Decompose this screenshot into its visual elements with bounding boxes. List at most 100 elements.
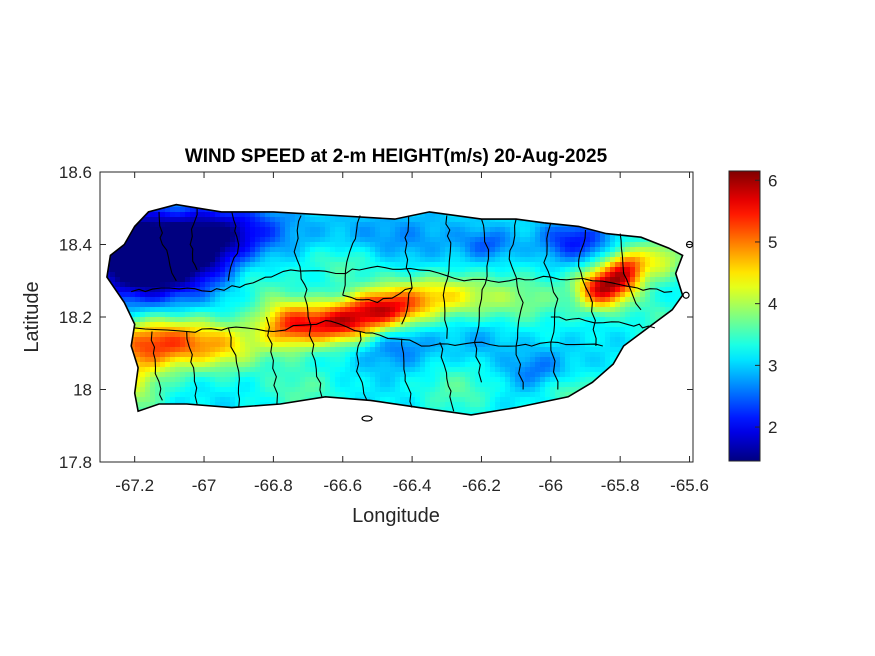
heatmap-cell [230, 272, 236, 278]
heatmap-cell [340, 272, 346, 278]
heatmap-cell [220, 397, 226, 403]
heatmap-cell [215, 262, 221, 268]
heatmap-cell [480, 317, 486, 323]
heatmap-cell [175, 327, 181, 333]
heatmap-cell [335, 297, 341, 303]
heatmap-cell [625, 257, 631, 263]
heatmap-cell [285, 272, 291, 278]
heatmap-cell [370, 357, 376, 363]
heatmap-cell [425, 347, 431, 353]
heatmap-cell [530, 287, 536, 293]
heatmap-cell [300, 297, 306, 303]
heatmap-cell [285, 267, 291, 273]
heatmap-cell [265, 367, 271, 373]
heatmap-cell [620, 307, 626, 313]
heatmap-cell [300, 267, 306, 273]
heatmap-cell [630, 277, 636, 283]
heatmap-cell [595, 352, 601, 358]
heatmap-cell [580, 272, 586, 278]
heatmap-cell [540, 292, 546, 298]
heatmap-cell [545, 292, 551, 298]
heatmap-cell [530, 232, 536, 238]
heatmap-cell [390, 262, 396, 268]
heatmap-cell [445, 237, 451, 243]
heatmap-cell [475, 332, 481, 338]
heatmap-cell [215, 372, 221, 378]
heatmap-cell [570, 307, 576, 313]
heatmap-cell [375, 217, 381, 223]
heatmap-cell [410, 382, 416, 388]
heatmap-cell [225, 332, 231, 338]
heatmap-cell [535, 392, 541, 398]
heatmap-cell [400, 217, 406, 223]
heatmap-cell [575, 227, 581, 233]
heatmap-cell [150, 302, 156, 308]
heatmap-cell [525, 337, 531, 343]
heatmap-cell [585, 327, 591, 333]
heatmap-cell [335, 227, 341, 233]
heatmap-cell [205, 217, 211, 223]
heatmap-cell [205, 247, 211, 253]
heatmap-cell [270, 297, 276, 303]
heatmap-cell [170, 312, 176, 318]
heatmap-cell [210, 257, 216, 263]
heatmap-cell [665, 277, 671, 283]
heatmap-cell [490, 267, 496, 273]
heatmap-cell [465, 347, 471, 353]
heatmap-cell [575, 237, 581, 243]
heatmap-cell [200, 237, 206, 243]
heatmap-cell [520, 397, 526, 403]
heatmap-cell [250, 342, 256, 348]
heatmap-cell [210, 392, 216, 398]
heatmap-cell [250, 337, 256, 343]
heatmap-cell [460, 337, 466, 343]
heatmap-cell [360, 237, 366, 243]
heatmap-cell [590, 377, 596, 383]
heatmap-cell [220, 222, 226, 228]
heatmap-cell [670, 262, 676, 268]
heatmap-cell [385, 382, 391, 388]
heatmap-cell [515, 357, 521, 363]
heatmap-cell [210, 387, 216, 393]
heatmap-cell [225, 247, 231, 253]
heatmap-cell [210, 242, 216, 248]
heatmap-cell [440, 352, 446, 358]
heatmap-cell [495, 252, 501, 258]
heatmap-cell [315, 322, 321, 328]
heatmap-cell [360, 227, 366, 233]
heatmap-cell [285, 382, 291, 388]
heatmap-cell [590, 242, 596, 248]
heatmap-cell [640, 307, 646, 313]
heatmap-cell [530, 352, 536, 358]
heatmap-cell [230, 237, 236, 243]
heatmap-cell [225, 232, 231, 238]
heatmap-cell [240, 292, 246, 298]
heatmap-cell [335, 342, 341, 348]
heatmap-cell [485, 237, 491, 243]
heatmap-cell [205, 242, 211, 248]
heatmap-cell [290, 322, 296, 328]
heatmap-cell [360, 247, 366, 253]
heatmap-cell [510, 227, 516, 233]
heatmap-cell [625, 247, 631, 253]
heatmap-cell [200, 247, 206, 253]
heatmap-cell [440, 287, 446, 293]
heatmap-cell [470, 342, 476, 348]
heatmap-cell [135, 402, 141, 408]
heatmap-cell [345, 242, 351, 248]
heatmap-cell [200, 367, 206, 373]
heatmap-cell [205, 302, 211, 308]
heatmap-cell [470, 272, 476, 278]
heatmap-cell [525, 377, 531, 383]
heatmap-cell [325, 237, 331, 243]
heatmap-cell [530, 282, 536, 288]
heatmap-cell [525, 287, 531, 293]
heatmap-cell [485, 377, 491, 383]
heatmap-cell [460, 332, 466, 338]
heatmap-cell [290, 247, 296, 253]
heatmap-cell [220, 217, 226, 223]
heatmap-cell [295, 287, 301, 293]
heatmap-cell [290, 397, 296, 403]
heatmap-cell [645, 307, 651, 313]
heatmap-cell [600, 247, 606, 253]
